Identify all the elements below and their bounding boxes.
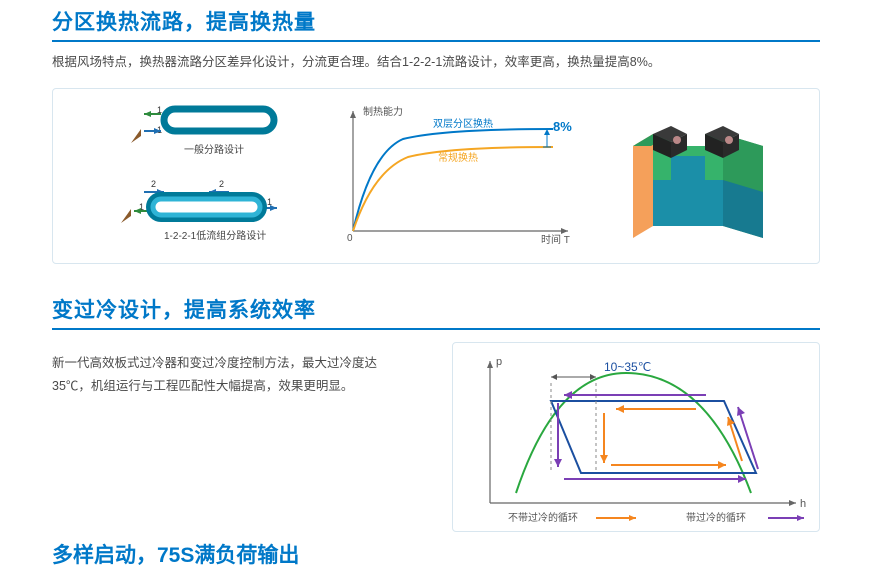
section2-desc: 新一代高效板式过冷器和变过冷度控制方法，最大过冷度达 35℃，机组运行与工程匹配… bbox=[52, 342, 422, 532]
svg-text:10~35℃: 10~35℃ bbox=[604, 360, 651, 374]
svg-text:不带过冷的循环: 不带过冷的循环 bbox=[508, 511, 578, 524]
svg-text:p: p bbox=[496, 356, 502, 368]
svg-text:常规换热: 常规换热 bbox=[438, 151, 478, 164]
ph-diagram-panel: p h 10~35℃ bbox=[452, 342, 820, 532]
hx-isometric bbox=[608, 106, 788, 246]
flow-bottom-label: 1-2-2-1低流组分路设计 bbox=[164, 229, 266, 242]
heating-capacity-chart: 0 制热能力 时间 T 双层分区换热 常规换热 8% bbox=[321, 101, 581, 251]
section1-panel: 1 1 一般分路设计 2 2 1 1 bbox=[52, 88, 820, 264]
section1-title: 分区换热流路，提高换热量 bbox=[0, 0, 872, 40]
section2-title: 变过冷设计，提高系统效率 bbox=[0, 288, 872, 328]
flowpath-svg: 1 1 一般分路设计 2 2 1 1 bbox=[89, 101, 289, 251]
svg-text:时间 T: 时间 T bbox=[541, 233, 570, 246]
svg-text:制热能力: 制热能力 bbox=[363, 105, 403, 118]
svg-text:0: 0 bbox=[347, 233, 353, 244]
svg-text:h: h bbox=[800, 498, 806, 510]
section3-partial-title: 多样启动，75S满负荷输出 bbox=[0, 539, 299, 569]
svg-text:2: 2 bbox=[151, 179, 156, 189]
ph-diagram-svg: p h 10~35℃ bbox=[453, 343, 819, 531]
svg-text:2: 2 bbox=[219, 179, 224, 189]
flowpath-diagrams: 1 1 一般分路设计 2 2 1 1 bbox=[84, 101, 294, 251]
svg-text:1: 1 bbox=[267, 197, 272, 207]
section1-desc: 根据风场特点，换热器流路分区差异化设计，分流更合理。结合1-2-2-1流路设计，… bbox=[0, 42, 872, 82]
svg-text:双层分区换热: 双层分区换热 bbox=[433, 117, 493, 130]
svg-text:8%: 8% bbox=[553, 119, 572, 134]
flow-top-label: 一般分路设计 bbox=[184, 143, 244, 156]
svg-text:带过冷的循环: 带过冷的循环 bbox=[686, 511, 746, 524]
